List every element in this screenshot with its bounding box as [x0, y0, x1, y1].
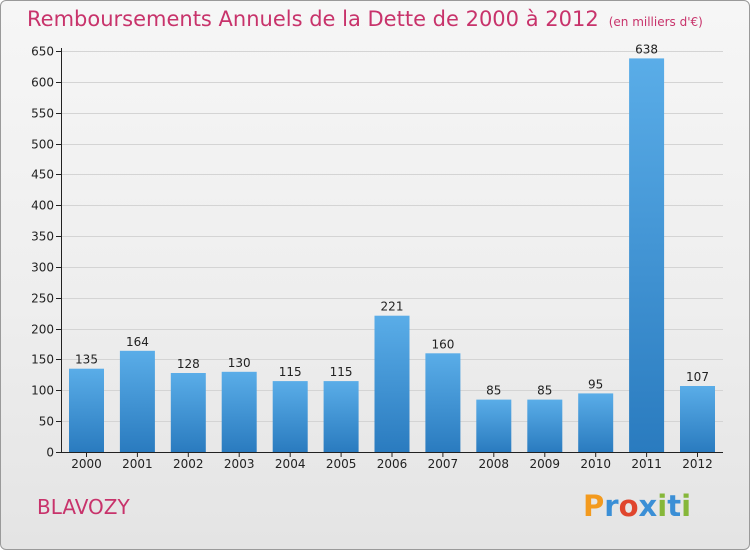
y-tick-label: 650 — [31, 45, 54, 59]
y-tick-label: 100 — [31, 384, 54, 398]
logo-letter: P — [583, 489, 605, 523]
x-tick-label: 2001 — [122, 457, 153, 471]
data-label-2011: 638 — [635, 42, 658, 56]
bars — [69, 58, 715, 453]
logo-letter: t — [667, 489, 682, 523]
labels: 0 50 100 150 200 250 300 350 400 450 500 550 600 650 2… — [31, 42, 713, 471]
bar-2011 — [629, 58, 665, 453]
data-label-2001: 164 — [126, 335, 149, 349]
x-tick-label: 2003 — [224, 457, 255, 471]
axes — [56, 48, 723, 457]
y-tick-label: 550 — [31, 107, 54, 121]
bar-2006 — [374, 315, 410, 452]
y-tick-label: 200 — [31, 323, 54, 337]
data-label-2000: 135 — [75, 353, 98, 367]
y-tick-label: 350 — [31, 230, 54, 244]
y-tick-label: 500 — [31, 138, 54, 152]
bar-2003 — [221, 371, 257, 452]
data-label-2005: 115 — [330, 365, 353, 379]
commune-name: BLAVOZY — [37, 495, 130, 519]
data-label-2012: 107 — [686, 370, 709, 384]
y-tick-label: 0 — [46, 446, 54, 460]
bar-2002 — [170, 373, 206, 452]
proxiti-logo: Proxiti — [583, 489, 691, 523]
bar-2004 — [272, 381, 308, 452]
bar-2008 — [476, 399, 512, 452]
data-label-2006: 221 — [381, 300, 404, 314]
bar-2010 — [578, 393, 614, 452]
x-tick-label: 2010 — [580, 457, 611, 471]
bar-2005 — [323, 381, 359, 452]
y-tick-label: 400 — [31, 199, 54, 213]
bar-2001 — [119, 350, 155, 452]
x-tick-label: 2007 — [428, 457, 459, 471]
x-tick-label: 2004 — [275, 457, 306, 471]
x-tick-label: 2000 — [71, 457, 102, 471]
y-tick-label: 450 — [31, 168, 54, 182]
logo-letter: r — [604, 489, 619, 523]
x-tick-label: 2008 — [479, 457, 510, 471]
chart-title: Remboursements Annuels de la Dette de 20… — [27, 7, 703, 31]
x-tick-label: 2011 — [631, 457, 662, 471]
x-tick-label: 2009 — [530, 457, 561, 471]
y-tick-label: 150 — [31, 353, 54, 367]
bar-2000 — [69, 368, 104, 452]
y-tick-label: 50 — [39, 415, 54, 429]
x-tick-label: 2012 — [682, 457, 713, 471]
data-label-2008: 85 — [486, 384, 501, 398]
data-label-2009: 85 — [537, 384, 552, 398]
x-tick-label: 2006 — [377, 457, 408, 471]
x-tick-label: 2005 — [326, 457, 357, 471]
y-tick-label: 250 — [31, 292, 54, 306]
data-label-2004: 115 — [279, 365, 302, 379]
data-label-2007: 160 — [431, 337, 454, 351]
title-text: Remboursements Annuels de la Dette de 20… — [27, 7, 599, 31]
bar-2009 — [527, 399, 563, 452]
bar-2007 — [425, 353, 461, 452]
data-label-2002: 128 — [177, 357, 200, 371]
title-unit: (en milliers d'€) — [608, 15, 703, 29]
logo-letter: x — [638, 489, 658, 523]
data-label-2003: 130 — [228, 356, 251, 370]
logo-letter: i — [681, 489, 692, 523]
bar-2012 — [680, 386, 715, 452]
data-label-2010: 95 — [588, 377, 603, 391]
y-tick-label: 300 — [31, 261, 54, 275]
x-tick-label: 2002 — [173, 457, 204, 471]
logo-letter: o — [618, 489, 639, 523]
y-tick-label: 600 — [31, 76, 54, 90]
logo-letter: i — [657, 489, 668, 523]
